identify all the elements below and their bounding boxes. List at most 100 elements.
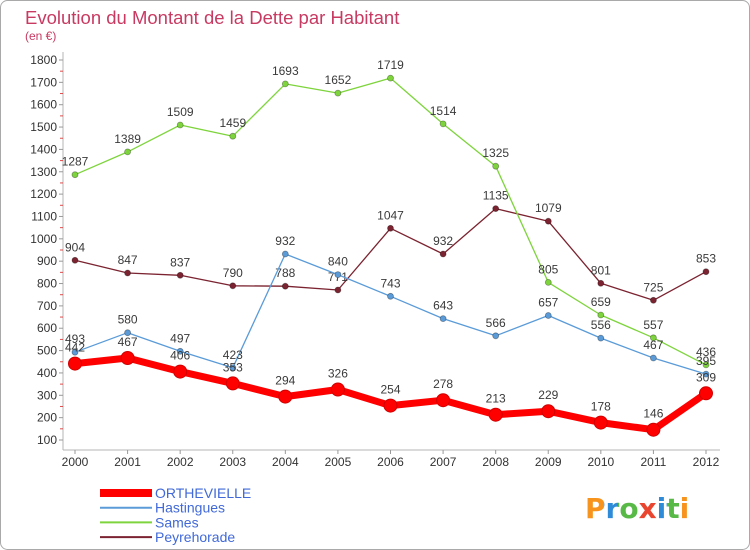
data-point [334,286,342,294]
y-tick-label: 1700 [30,75,57,89]
data-label: 146 [643,407,663,421]
data-label: 725 [643,280,663,294]
data-point [699,386,713,401]
y-tick-label: 1300 [30,165,57,179]
data-label: 395 [696,354,716,368]
y-tick-label: 1500 [30,120,57,134]
data-point [702,370,710,378]
data-label: 556 [591,318,611,332]
x-tick-label: 2009 [535,455,562,469]
data-label: 643 [433,299,453,313]
data-label: 580 [118,313,138,327]
y-tick-label: 100 [37,433,57,447]
data-label: 309 [696,370,716,384]
data-point [541,404,556,419]
data-label: 743 [380,276,400,290]
data-point [330,382,345,397]
data-point [229,282,237,290]
data-label: 1652 [325,73,352,87]
x-tick-label: 2007 [430,455,457,469]
data-label: 178 [591,400,611,414]
data-label: 805 [538,262,558,276]
x-tick-label: 2012 [693,455,720,469]
data-point [71,171,79,179]
data-point [387,224,394,232]
data-label: 423 [223,348,243,362]
legend-item: Sames [100,514,199,530]
data-point [120,351,135,365]
data-point [225,376,240,391]
data-label: 1389 [114,132,141,146]
data-label: 1509 [167,105,194,119]
data-point [492,332,500,340]
x-tick-label: 2001 [114,455,141,469]
y-tick-label: 1600 [30,98,57,112]
data-point [436,393,451,408]
data-label: 847 [118,253,138,267]
data-point [597,311,605,319]
data-label: 1514 [430,104,457,118]
legend-item: Peyrehorade [100,529,235,545]
x-tick-label: 2004 [272,455,299,469]
data-point [173,364,188,379]
data-point [383,398,398,413]
x-tick-label: 2005 [325,455,352,469]
x-tick-label: 2000 [62,455,89,469]
data-label: 467 [118,335,138,349]
data-label: 493 [65,332,85,346]
x-tick-label: 2003 [219,455,246,469]
data-point [68,356,82,371]
data-point [71,256,79,264]
data-point [176,121,184,129]
data-point [650,296,657,304]
y-tick-label: 900 [37,254,57,268]
legend-item: Hastingues [100,500,225,516]
data-point [71,348,79,356]
chart-subtitle: (en €) [25,29,56,43]
y-tick-label: 1000 [30,232,57,246]
data-point [646,422,661,437]
data-point [334,89,342,97]
data-point [492,205,500,213]
x-tick-label: 2006 [377,455,404,469]
data-point [650,334,657,342]
data-point [702,268,710,276]
data-point [229,364,237,372]
y-tick-label: 1800 [30,53,57,67]
data-label: 1325 [482,146,509,160]
axes [59,52,720,454]
data-label: 790 [223,266,243,280]
data-label: 442 [65,341,85,355]
data-point [124,329,131,337]
data-label: 1135 [483,189,509,203]
x-axis-tick-labels: 2000 2001 2002 2003 2004 2005 2006 2007 2008 2009… [62,455,720,469]
data-label: 1459 [219,116,246,130]
y-tick-label: 400 [37,366,57,380]
series-layer: 9048478377907887711047932113510798017258… [62,58,716,437]
data-point [544,312,552,319]
data-point [544,278,552,286]
data-point [439,120,447,128]
data-label: 1287 [62,155,89,169]
y-tick-label: 200 [37,411,57,425]
data-label: 932 [275,234,295,248]
data-label: 557 [643,318,663,332]
chart-title: Evolution du Montant de la Dette par Hab… [25,7,399,28]
data-label: 497 [170,331,190,345]
data-point [387,292,394,300]
data-label: 1047 [377,208,404,222]
y-tick-label: 800 [37,277,57,291]
legend-label: ORTHEVIELLE [155,485,251,501]
data-label: 1693 [272,64,299,78]
data-label: 406 [170,349,190,363]
series-sames: 1287 1389 1509 1459 1693 1652 1719 1514 1325 805 6… [62,58,716,369]
data-label: 788 [275,266,295,280]
data-point [124,269,131,277]
data-label: 1719 [377,58,404,72]
data-point [492,162,500,170]
data-point [124,148,131,156]
data-point [544,217,552,225]
x-tick-label: 2010 [587,455,614,469]
y-tick-label: 700 [37,299,57,313]
